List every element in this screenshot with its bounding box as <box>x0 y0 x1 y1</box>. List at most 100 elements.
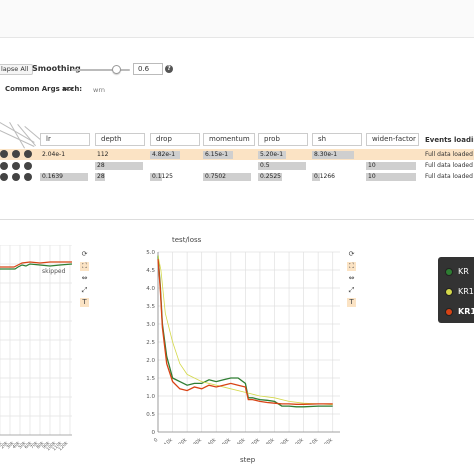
x-tick-label: 20k <box>178 437 189 444</box>
legend-dot-red <box>445 308 453 316</box>
x-tick-label: 80k <box>265 437 276 444</box>
table-cell: 0.7502 <box>203 173 251 181</box>
table-cell: 0.2525 <box>258 173 282 181</box>
x-tick-label: 0 <box>153 437 159 443</box>
legend-dot-yellow <box>445 288 453 296</box>
table-cell: 10 <box>366 162 416 170</box>
table-cell: 2.04e-1 <box>42 151 66 158</box>
tree-node[interactable] <box>0 173 8 181</box>
y-tick-label: 0.5 <box>146 412 155 418</box>
expand-icon[interactable]: ⤢ <box>81 286 88 294</box>
column-header-sh[interactable]: sh <box>312 133 362 146</box>
fit-domain-icon[interactable]: ⛶ <box>80 262 89 271</box>
x-tick-label: 100k <box>292 437 305 444</box>
arch-value: wrn <box>93 86 105 94</box>
y-tick-label: 3.0 <box>146 322 155 328</box>
y-tick-label: 1.0 <box>146 394 155 400</box>
left-chart-series-red <box>0 261 72 268</box>
column-header-lr[interactable]: lr <box>40 133 90 146</box>
y-tick-label: 2.0 <box>146 358 155 364</box>
x-axis-label: step <box>240 456 256 464</box>
test-loss-chart[interactable]: 0 10k 20k 30k 40k 50k 60k 70k 80k 90k 100k 110k 120k… <box>140 244 345 444</box>
left-chart-annotation: skipped <box>42 268 66 275</box>
x-tick-label: 50k <box>221 437 232 444</box>
help-icon[interactable]: ? <box>165 65 173 73</box>
column-header-widen-factor[interactable]: widen-factor <box>366 133 419 146</box>
y-tick-label: 0 <box>152 430 156 436</box>
tree-node[interactable] <box>24 162 32 170</box>
log-scale-icon[interactable]: ⇔ <box>348 274 355 282</box>
y-tick-label: 5.0 <box>146 250 155 256</box>
text-icon[interactable]: T <box>80 298 89 307</box>
table-cell: 112 <box>97 151 109 158</box>
table-cell: 0.1125 <box>150 173 173 181</box>
smoothing-slider-track[interactable] <box>72 69 130 71</box>
table-cell: 0.5 <box>258 162 306 170</box>
x-tick-label: 10k <box>0 440 4 450</box>
left-chart-series-green <box>0 263 73 270</box>
highlighted-row[interactable] <box>0 149 474 160</box>
events-header: Events loading s <box>425 136 474 144</box>
table-cell: 10 <box>366 173 416 181</box>
table-cell: 28 <box>95 173 105 181</box>
arch-label: arch: <box>62 85 83 93</box>
fit-domain-icon[interactable]: ⛶ <box>347 262 356 271</box>
refresh-icon[interactable]: ⟳ <box>348 250 355 258</box>
table-cell: 6.15e-1 <box>203 151 233 159</box>
section-divider <box>0 219 474 220</box>
log-scale-icon[interactable]: ⇔ <box>81 274 88 282</box>
table-cell: 4.82e-1 <box>150 151 180 159</box>
smoothing-input[interactable]: 0.6 <box>133 63 163 75</box>
legend-dot-green <box>445 268 453 276</box>
x-tick-label: 60k <box>23 440 33 450</box>
tree-node[interactable] <box>12 150 20 158</box>
column-header-prob[interactable]: prob <box>258 133 308 146</box>
legend-label: KR1 <box>458 307 474 316</box>
table-cell: 28 <box>95 162 143 170</box>
smoothing-slider-thumb[interactable] <box>111 65 121 74</box>
text-icon[interactable]: T <box>347 298 356 307</box>
expand-icon[interactable]: ⤢ <box>348 286 355 294</box>
x-tick-label: 80k <box>35 440 45 450</box>
top-bar <box>0 0 474 38</box>
x-tick-label: 40k <box>11 440 21 450</box>
events-cell: Full data loaded <box>425 173 473 180</box>
tree-node[interactable] <box>0 162 8 170</box>
table-cell: 5.20e-1 <box>258 151 286 159</box>
tree-node[interactable] <box>12 173 20 181</box>
tree-node[interactable] <box>0 150 8 158</box>
x-tick-label: 70k <box>251 437 262 444</box>
collapse-all-button[interactable]: lapse All <box>0 64 34 75</box>
x-tick-label: 90k <box>280 437 291 444</box>
table-cell: 8.30e-1 <box>312 151 354 159</box>
x-tick-label: 10k <box>163 437 174 444</box>
events-cell: Full data loaded <box>425 151 473 158</box>
y-tick-label: 4.0 <box>146 286 155 292</box>
legend-tooltip: KR KR1 KR1 <box>438 257 474 323</box>
legend-label: KR1 <box>458 287 474 296</box>
tree-node[interactable] <box>12 162 20 170</box>
refresh-icon[interactable]: ⟳ <box>81 250 88 258</box>
x-tick-label: 110k <box>307 437 320 444</box>
x-tick-label: 20k <box>0 440 10 450</box>
y-tick-label: 1.5 <box>146 376 155 382</box>
column-header-drop[interactable]: drop <box>150 133 200 146</box>
tree-node[interactable] <box>24 150 32 158</box>
column-header-depth[interactable]: depth <box>95 133 145 146</box>
x-tick-label: 70k <box>29 440 39 450</box>
legend-label: KR <box>458 267 469 276</box>
x-tick-label: 120k <box>321 437 334 444</box>
y-tick-label: 3.5 <box>146 304 155 310</box>
column-header-momentum[interactable]: momentum <box>203 133 255 146</box>
x-tick-label: 40k <box>207 437 218 444</box>
tree-node[interactable] <box>24 173 32 181</box>
series-line-2 <box>157 255 333 405</box>
x-tick-label: 30k <box>192 437 203 444</box>
y-tick-label: 2.5 <box>146 340 155 346</box>
series-line-3 <box>157 259 333 405</box>
series-line-1 <box>157 255 333 408</box>
x-tick-label: 30k <box>5 440 15 450</box>
common-args-label: Common Args => <box>5 85 74 93</box>
left-chart[interactable]: skipped 10k20k30k40k50k60k70k80k90k100k1… <box>0 245 80 455</box>
smoothing-label: Smoothing <box>32 64 81 73</box>
